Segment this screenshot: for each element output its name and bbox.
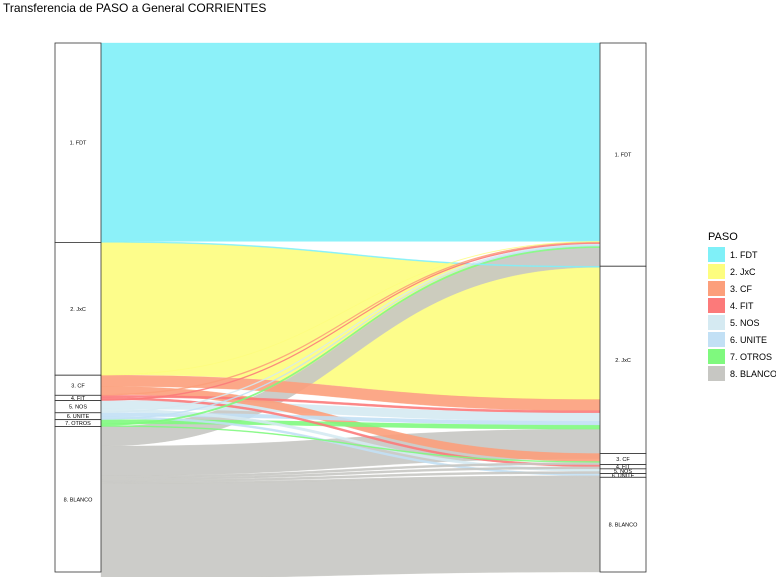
legend-label: 8. BLANCO [730,368,776,379]
legend-label: 7. OTROS [730,351,773,362]
legend-item: 3. CF [708,280,776,297]
legend-item: 7. OTROS [708,348,776,365]
legend-swatch [708,281,725,296]
legend-label: 1. FDT [730,249,758,260]
right-node-label: 6. UNITE [612,473,635,479]
left-node-box [54,426,102,573]
left-node-box [54,242,102,376]
legend-title: PASO [708,231,738,243]
legend-item: 1. FDT [708,246,776,263]
legend-items: 1. FDT 2. JxC 3. CF 4. FIT 5. NOS 6. UNITE 7. … [708,246,776,382]
legend-item: 8. BLANCO [708,365,776,382]
legend-swatch [708,366,725,381]
left-node-label: 1. FDT [70,141,87,147]
legend-label: 5. NOS [730,317,760,328]
legend-item: 2. JxC [708,263,776,280]
legend-item: 6. UNITE [708,331,776,348]
left-node-box [54,42,102,243]
flows-layer [100,42,601,577]
legend-swatch [708,298,725,313]
legend: PASO 1. FDT 2. JxC 3. CF 4. FIT 5. NOS 6. UNI… [708,231,776,382]
left-node-label: 6. UNITE [67,414,90,420]
left-node-label: 8. BLANCO [64,497,93,503]
right-node-box [599,476,647,573]
chart-title: Transferencia de PASO a General CORRIENT… [3,1,267,15]
legend-label: 2. JxC [730,266,756,277]
left-node-label: 4. FIT [71,396,86,402]
right-node-label: 2. JxC [615,358,631,364]
legend-label: 3. CF [730,283,753,294]
right-node-label: 8. BLANCO [609,523,638,529]
left-node-label: 5. NOS [69,405,87,411]
legend-swatch [708,247,725,262]
left-node-label: 7. OTROS [65,421,91,427]
right-node-label: 3. CF [616,457,630,463]
left-node-label: 3. CF [71,383,85,389]
legend-swatch [708,264,725,279]
right-node-label: 4. FIT [616,465,631,471]
right-node-label: 5. NOS [614,469,632,475]
flow-band [100,42,601,242]
legend-item: 4. FIT [708,297,776,314]
legend-swatch [708,349,725,364]
legend-item: 5. NOS [708,314,776,331]
right-node-label: 1. FDT [615,153,632,159]
legend-swatch [708,332,725,347]
legend-label: 6. UNITE [730,334,768,345]
flow-band [100,477,601,577]
left-node-label: 2. JxC [70,307,86,313]
legend-swatch [708,315,725,330]
right-node-box [599,42,647,267]
legend-label: 4. FIT [730,300,754,311]
right-node-box [599,265,647,454]
